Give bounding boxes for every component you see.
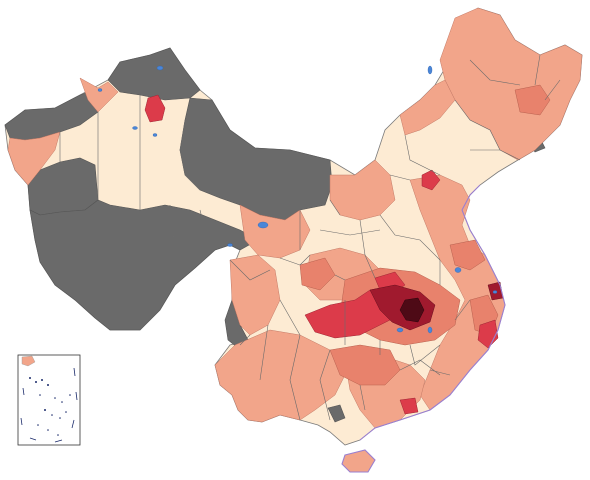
region-northwest-salmon xyxy=(7,131,61,186)
region-beijing-red xyxy=(421,169,441,191)
lake-11 xyxy=(492,290,498,294)
lake-5 xyxy=(227,243,233,247)
region-wuhan-core xyxy=(399,297,425,323)
lake-7 xyxy=(427,65,433,75)
region-shaanxi-mid xyxy=(299,257,336,291)
lake-3 xyxy=(152,133,158,137)
inset-dashes xyxy=(20,367,78,443)
level-1-regions xyxy=(7,7,583,473)
region-heilongjiang-mid xyxy=(514,84,551,116)
region-no-data-altay xyxy=(107,47,201,101)
inset-islands xyxy=(29,377,71,436)
level-5-regions xyxy=(399,297,425,323)
inset-frame xyxy=(17,354,81,446)
south-china-sea-inset xyxy=(17,354,81,446)
internal-borders xyxy=(59,54,561,421)
region-no-data-south-small xyxy=(327,404,346,423)
lake-8 xyxy=(454,267,462,273)
water-bodies xyxy=(97,65,498,334)
region-guangdong-red xyxy=(399,397,419,415)
region-guangxi-mid xyxy=(329,344,401,386)
lake-10 xyxy=(396,327,404,333)
region-no-data-tibet xyxy=(29,199,259,331)
lake-1 xyxy=(156,65,164,71)
lake-2 xyxy=(132,126,138,130)
lake-6 xyxy=(97,88,103,92)
region-gansu-salmon xyxy=(239,204,311,259)
region-jiangsu-mid xyxy=(449,239,486,271)
region-southwest-salmon xyxy=(214,329,346,423)
region-northwest-salmon-2 xyxy=(79,77,119,113)
lake-9 xyxy=(427,326,433,334)
lake-4 xyxy=(257,221,269,229)
inset-land xyxy=(21,355,36,367)
region-xinjiang-red xyxy=(144,94,166,123)
coastline xyxy=(341,184,506,473)
